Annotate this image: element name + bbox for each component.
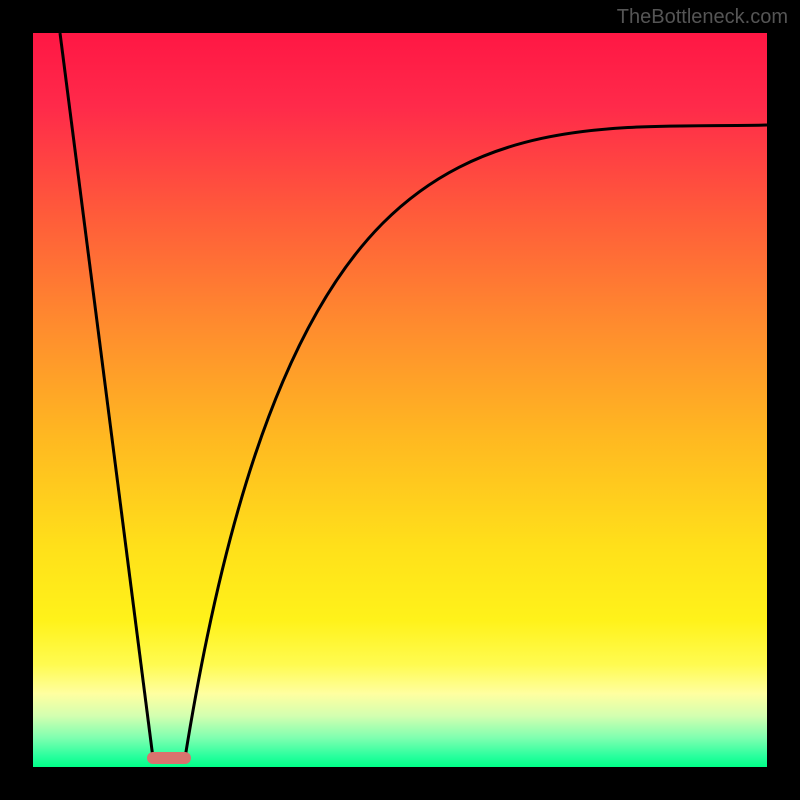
watermark-text: TheBottleneck.com xyxy=(617,6,788,29)
minimum-marker xyxy=(147,752,191,764)
curve-left-line xyxy=(60,33,153,758)
curve-right-saturation xyxy=(185,125,767,758)
chart-plot-area xyxy=(33,33,767,767)
chart-curves xyxy=(33,33,767,767)
